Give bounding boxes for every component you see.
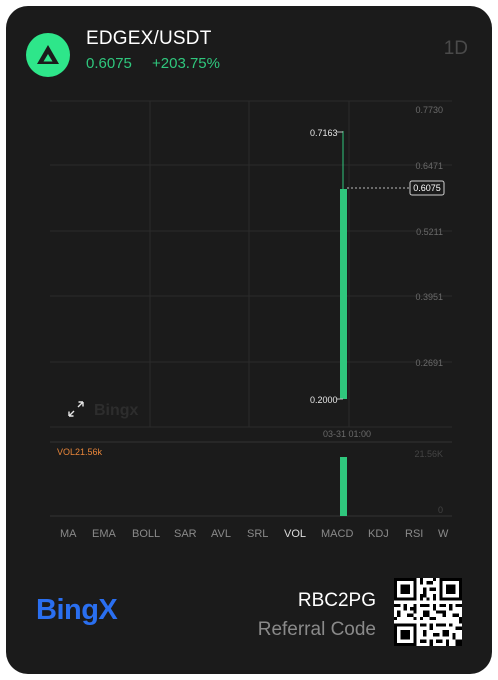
- last-price-tag: 0.6075: [413, 183, 441, 193]
- tab-w[interactable]: W: [438, 528, 449, 540]
- token-logo: [26, 33, 70, 77]
- volume-axis-max: 21.56K: [414, 449, 443, 459]
- share-card: EDGEX/USDT 0.6075 +203.75% 1D 0.7730 0.6…: [6, 6, 492, 674]
- y-tick: 0.5211: [416, 227, 443, 237]
- high-label: 0.7163: [310, 128, 338, 138]
- chart-watermark: Bingx: [94, 402, 139, 419]
- tab-sar[interactable]: SAR: [174, 528, 197, 540]
- edgex-logo-icon: [37, 45, 59, 64]
- y-tick: 0.7730: [415, 105, 443, 115]
- qr-code: [394, 578, 462, 646]
- y-tick: 0.2691: [415, 358, 443, 368]
- tab-ema[interactable]: EMA: [92, 528, 116, 540]
- price-change: +203.75%: [152, 55, 220, 72]
- qr-code-icon: [394, 578, 462, 646]
- expand-icon[interactable]: [68, 401, 84, 417]
- volume-bar: [340, 457, 347, 516]
- tab-srl[interactable]: SRL: [247, 528, 269, 540]
- referral-code-label: Referral Code: [257, 619, 376, 640]
- y-tick: 0.3951: [415, 292, 443, 302]
- timeframe-label: 1D: [443, 38, 468, 59]
- volume-label: VOL21.56k: [57, 447, 103, 457]
- tab-ma[interactable]: MA: [60, 528, 77, 540]
- x-tick: 03-31 01:00: [323, 429, 371, 439]
- bingx-logo: BingX: [36, 594, 119, 626]
- low-label: 0.2000: [310, 395, 338, 405]
- volume-axis-min: 0: [438, 505, 443, 515]
- chart-grid: [50, 100, 452, 517]
- tab-rsi[interactable]: RSI: [405, 528, 424, 540]
- referral-code: RBC2PG: [297, 590, 376, 611]
- brand-wordmark: BingX: [36, 594, 118, 626]
- candle-body: [340, 189, 347, 399]
- price-chart: 0.7730 0.6471 0.5211 0.3951 0.2691 0.716…: [50, 100, 452, 517]
- y-tick: 0.6471: [415, 161, 443, 171]
- tab-kdj[interactable]: KDJ: [368, 528, 389, 540]
- last-price: 0.6075: [86, 55, 132, 72]
- tab-macd[interactable]: MACD: [321, 528, 354, 540]
- indicator-tabs: MA EMA BOLL SAR AVL SRL VOL MACD KDJ RSI…: [50, 528, 452, 548]
- trading-pair: EDGEX/USDT: [86, 28, 212, 49]
- last-price-box: [409, 180, 445, 196]
- tab-avl[interactable]: AVL: [211, 528, 231, 540]
- tab-boll[interactable]: BOLL: [132, 528, 161, 540]
- tab-vol[interactable]: VOL: [284, 528, 307, 540]
